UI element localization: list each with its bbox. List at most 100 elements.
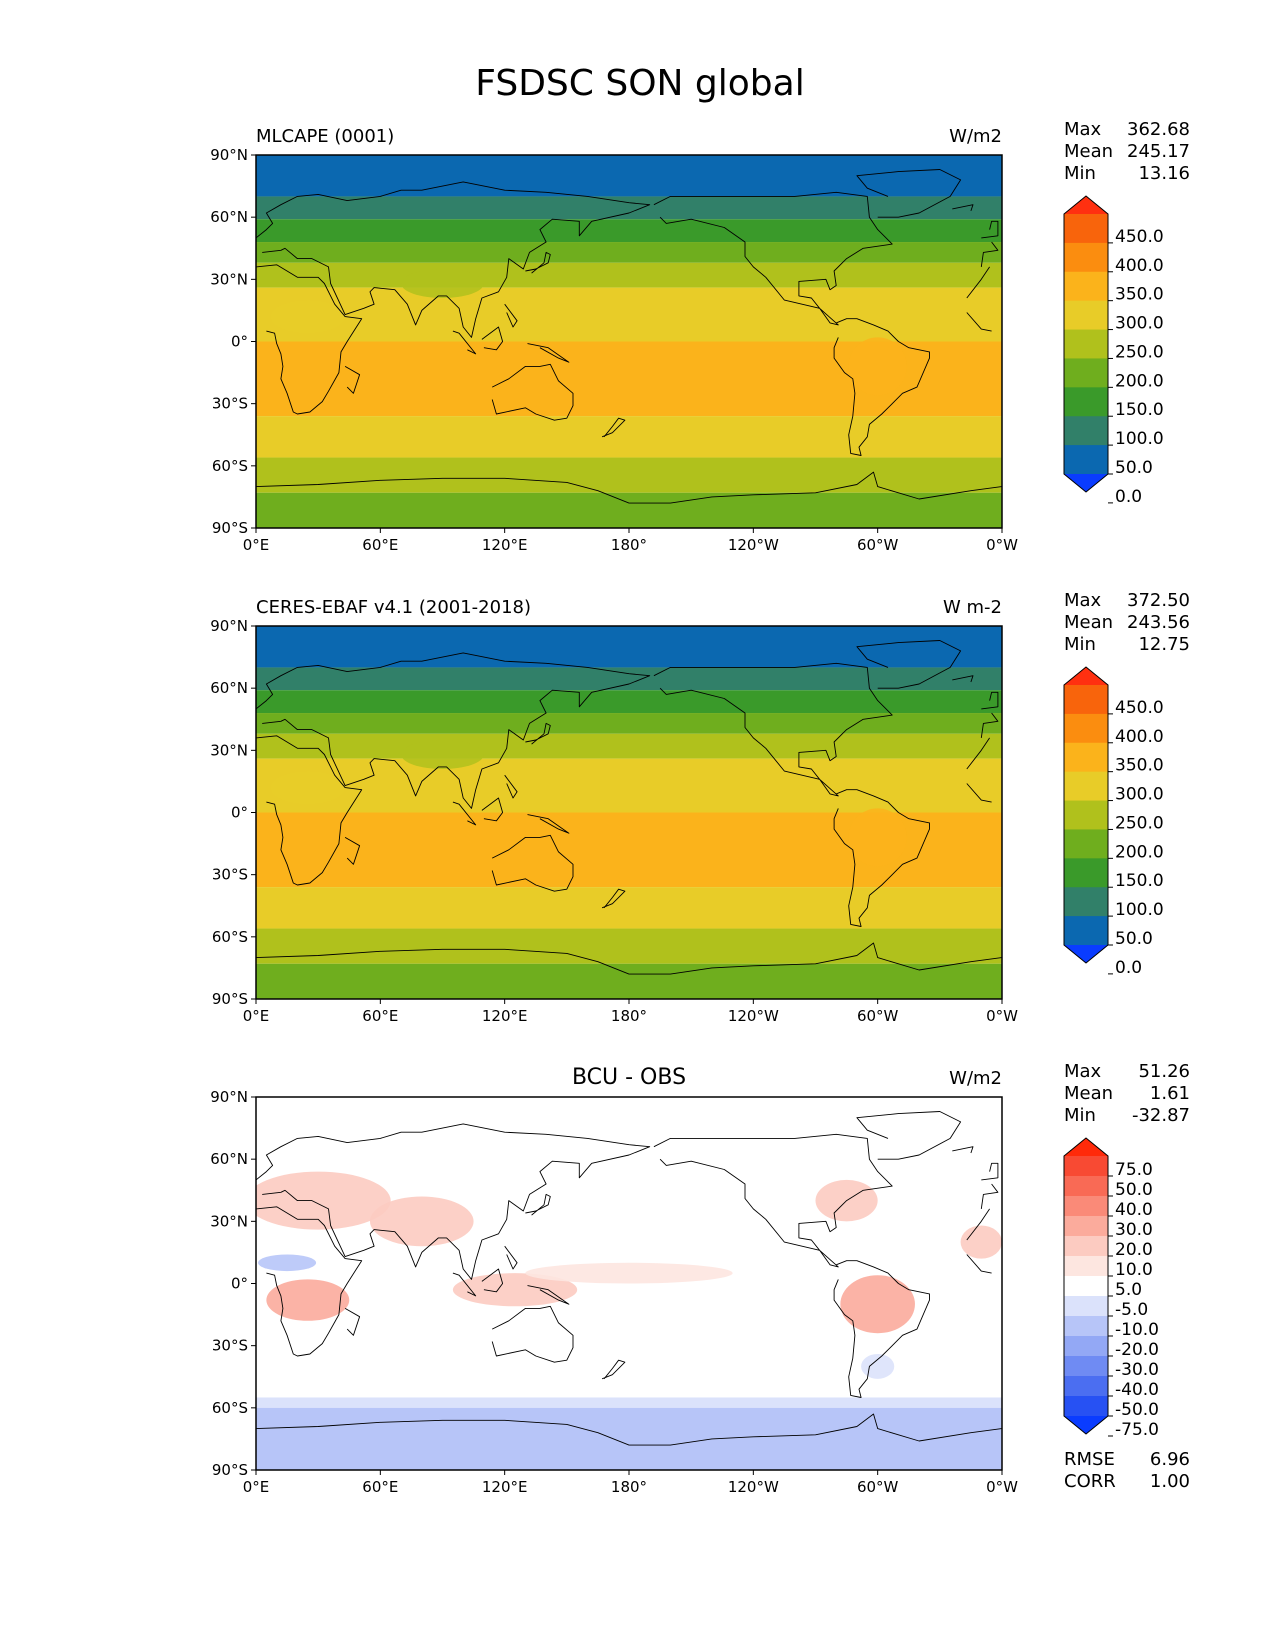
lon-axis: 0°E 60°E 120°E 180° 120°W 60°W 0°W <box>243 999 1018 1025</box>
field-patch <box>848 337 907 396</box>
stat-label: Mean <box>1064 141 1113 162</box>
coastline <box>527 343 570 363</box>
panel-left-title: MLCAPE (0001) <box>256 126 394 147</box>
colorbar-label: 30.0 <box>1115 1220 1153 1240</box>
colorbar-label: 0.0 <box>1115 958 1142 978</box>
panel-units: W m-2 <box>943 597 1002 618</box>
coastline <box>256 735 992 886</box>
field-band <box>256 690 1002 714</box>
coastline <box>452 1272 477 1297</box>
field-band <box>256 1407 1002 1470</box>
anomaly-patch <box>960 1225 1002 1259</box>
lon-tick-label: 180° <box>611 1007 647 1025</box>
field-band <box>256 457 1002 493</box>
stat-label: Min <box>1064 163 1096 184</box>
colorbar-label: -75.0 <box>1115 1420 1159 1440</box>
stat-label: Min <box>1064 1105 1096 1126</box>
colorbar-label: 100.0 <box>1115 429 1164 449</box>
colorbar-segment <box>1064 887 1108 917</box>
lon-tick-label: 0°E <box>243 1007 270 1025</box>
stat-value: 1.61 <box>1150 1083 1190 1104</box>
panel-test: 90°N 60°N 30°N 0° 30°S 60°S 90°S 0°E 60°E 120°E 1… <box>210 119 1190 554</box>
lon-tick-label: 120°E <box>482 536 528 554</box>
anomaly-patch <box>258 1254 317 1272</box>
lat-tick-label: 30°S <box>212 395 248 413</box>
lon-axis: 0°E 60°E 120°E 180° 120°W 60°W 0°W <box>243 528 1018 554</box>
lat-tick-label: 90°S <box>212 519 248 537</box>
colorbar-label: -10.0 <box>1115 1320 1159 1340</box>
colorbar-segment <box>1064 1256 1108 1277</box>
anomaly-patch <box>840 1275 915 1334</box>
coastline <box>856 640 962 689</box>
colorbar-label: 450.0 <box>1115 698 1164 718</box>
panel-ref: 90°N 60°N 30°N 0° 30°S 60°S 90°S 0°E 60°E 120°E 1… <box>210 590 1190 1025</box>
lat-axis: 90°N 60°N 30°N 0° 30°S 60°S 90°S <box>210 617 256 1008</box>
colorbar-label: 10.0 <box>1115 1260 1153 1280</box>
colorbar-segment <box>1064 1296 1108 1317</box>
lat-tick-label: 30°N <box>210 741 248 759</box>
lat-tick-label: 0° <box>231 333 248 351</box>
stat-value: 243.56 <box>1127 612 1190 633</box>
lat-tick-label: 90°N <box>210 1088 248 1106</box>
colorbar-label: 300.0 <box>1115 785 1164 805</box>
colorbar-label: 5.0 <box>1115 1280 1142 1300</box>
coastlines <box>256 640 1002 975</box>
lat-tick-label: 60°S <box>212 1399 248 1417</box>
field-band <box>256 262 1002 288</box>
stats-block: Max 362.68 Mean 245.17 Min 13.16 <box>1064 119 1190 184</box>
coastline <box>833 318 930 456</box>
coastline <box>653 1133 893 1268</box>
colorbar-label: 350.0 <box>1115 285 1164 305</box>
coastline <box>525 251 551 274</box>
lon-axis: 0°E 60°E 120°E 180° 120°W 60°W 0°W <box>243 1470 1018 1496</box>
colorbar-label: 400.0 <box>1115 256 1164 276</box>
lat-tick-label: 30°S <box>212 1337 248 1355</box>
lon-tick-label: 60°E <box>362 1007 398 1025</box>
coastline <box>525 722 551 745</box>
lat-axis: 90°N 60°N 30°N 0° 30°S 60°S 90°S <box>210 1088 256 1479</box>
field-patch <box>401 268 484 298</box>
coastline <box>256 264 992 415</box>
lon-tick-label: 180° <box>611 536 647 554</box>
stat-label: Min <box>1064 634 1096 655</box>
colorbar-segment <box>1064 829 1108 859</box>
lat-tick-label: 0° <box>231 804 248 822</box>
colorbar-segment <box>1064 214 1108 244</box>
coastline <box>256 471 1002 504</box>
lon-tick-label: 60°E <box>362 536 398 554</box>
field-band <box>256 242 1002 263</box>
colorbar-segment <box>1064 271 1108 302</box>
coastline <box>981 220 999 239</box>
field-band <box>256 1397 1002 1408</box>
coastline <box>653 191 893 326</box>
field-band <box>256 928 1002 964</box>
lon-tick-label: 60°E <box>362 1478 398 1496</box>
coastline <box>452 801 477 826</box>
panel-diff: 90°N 60°N 30°N 0° 30°S 60°S 90°S 0°E 60°E 120°E 1… <box>210 1061 1190 1496</box>
colorbar-label: 350.0 <box>1115 756 1164 776</box>
colorbar-label: -50.0 <box>1115 1400 1159 1420</box>
lat-tick-label: 60°S <box>212 928 248 946</box>
coastline <box>981 1162 999 1181</box>
colorbar-label: 75.0 <box>1115 1160 1153 1180</box>
lon-tick-label: 60°W <box>857 536 899 554</box>
coastline <box>452 330 477 355</box>
coastline <box>344 1308 361 1336</box>
field-patch <box>270 300 346 334</box>
colorbar-label: 150.0 <box>1115 400 1164 420</box>
colorbar-label: 100.0 <box>1115 900 1164 920</box>
stats-block: Max 372.50 Mean 243.56 Min 12.75 <box>1064 590 1190 655</box>
coastline <box>527 814 570 834</box>
coastline <box>601 1359 626 1380</box>
colorbar-segment <box>1064 242 1108 273</box>
stat-value: 245.17 <box>1127 141 1190 162</box>
colorbar-label: -5.0 <box>1115 1300 1148 1320</box>
stat-value: -32.87 <box>1132 1105 1190 1126</box>
coastline <box>952 675 974 683</box>
lat-tick-label: 90°N <box>210 146 248 164</box>
colorbar-segment <box>1064 300 1108 331</box>
metric-label: CORR <box>1064 1471 1116 1492</box>
stat-value: 12.75 <box>1138 634 1190 655</box>
stat-label: Max <box>1064 1061 1102 1082</box>
